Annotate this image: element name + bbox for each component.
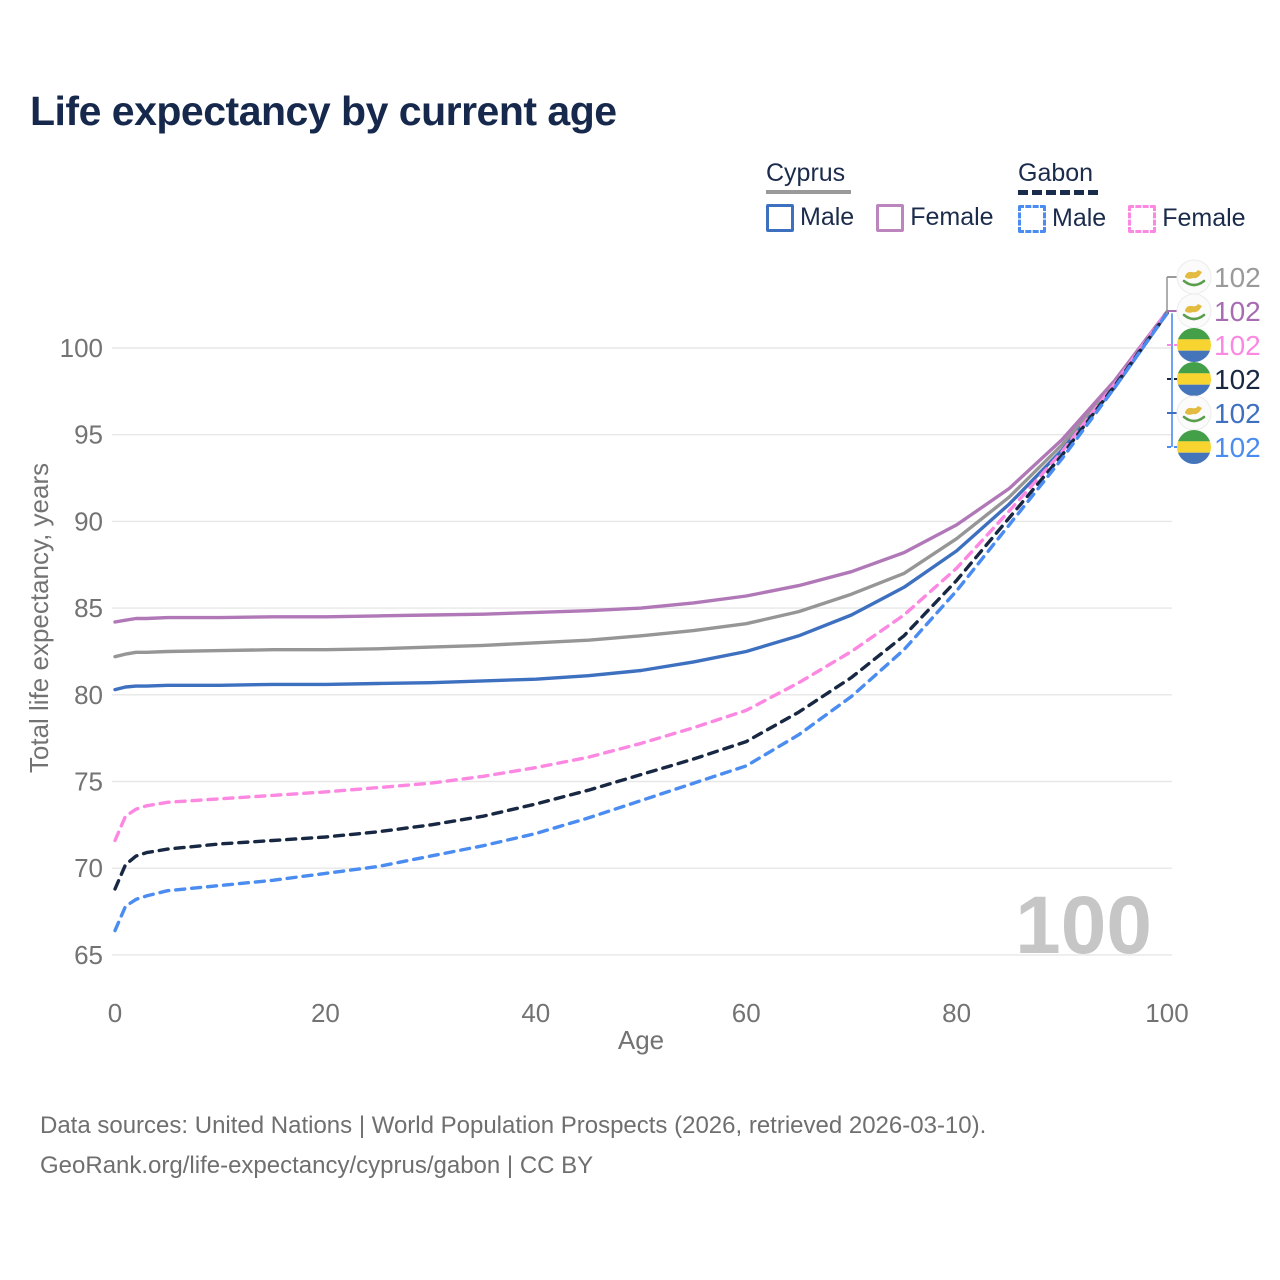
cyprus-female-swatch-icon bbox=[876, 203, 905, 232]
y-tick-80: 80 bbox=[74, 680, 103, 710]
y-tick-90: 90 bbox=[74, 506, 103, 536]
cyprus-flag-branches bbox=[1182, 279, 1206, 287]
x-tick-100: 100 bbox=[1145, 998, 1188, 1028]
end-value-gabon-all: 102 bbox=[1214, 364, 1261, 395]
legend-item-cyprus-female[interactable]: Female bbox=[876, 203, 994, 232]
data-sources-note: Data sources: United Nations | World Pop… bbox=[40, 1112, 987, 1139]
cyprus-flag-island bbox=[1185, 406, 1202, 415]
cyprus-flag-branches bbox=[1182, 415, 1206, 423]
y-tick-95: 95 bbox=[74, 420, 103, 450]
legend-group-cyprus: Cyprus Male Female bbox=[766, 160, 994, 232]
y-tick-70: 70 bbox=[74, 853, 103, 883]
legend-label-cyprus-male: Male bbox=[800, 203, 855, 231]
cyprus-flag-branches bbox=[1182, 313, 1206, 321]
gabon-flag-icon bbox=[1177, 328, 1211, 362]
gabon-dashed-line-swatch bbox=[1018, 190, 1098, 195]
series-line-cyprus-male bbox=[113, 311, 1169, 692]
cyprus-flag-island bbox=[1185, 304, 1202, 313]
legend-label-gabon-male: Male bbox=[1052, 204, 1107, 232]
legend-country-cyprus: Cyprus bbox=[766, 159, 846, 187]
cyprus-flag-island bbox=[1185, 270, 1202, 279]
y-axis-title: Total life expectancy, years bbox=[24, 463, 54, 773]
x-tick-20: 20 bbox=[311, 998, 340, 1028]
legend-label-gabon-female: Female bbox=[1162, 204, 1246, 232]
series-line-gabon-male bbox=[113, 311, 1169, 933]
legend-label-cyprus-female: Female bbox=[910, 203, 994, 231]
x-tick-40: 40 bbox=[521, 998, 550, 1028]
series-line-cyprus-all bbox=[113, 310, 1169, 659]
cyprus-male-swatch-icon bbox=[766, 203, 794, 232]
legend-item-gabon-male[interactable]: Male bbox=[1018, 204, 1106, 233]
x-tick-0: 0 bbox=[108, 998, 122, 1028]
gabon-female-swatch-icon bbox=[1128, 204, 1157, 233]
y-tick-65: 65 bbox=[74, 940, 103, 970]
gabon-flag-icon bbox=[1177, 430, 1211, 464]
end-value-cyprus-all: 102 bbox=[1214, 262, 1261, 293]
x-axis-title: Age bbox=[618, 1025, 664, 1055]
age-watermark: 100 bbox=[1015, 880, 1152, 971]
legend-item-cyprus-male[interactable]: Male bbox=[766, 203, 854, 232]
gabon-flag-icon bbox=[1177, 362, 1211, 396]
chart-footer: Data sources: United Nations | World Pop… bbox=[40, 1106, 986, 1186]
legend-group-gabon: Gabon Male Female bbox=[1018, 160, 1246, 233]
end-value-cyprus-male: 102 bbox=[1214, 398, 1261, 429]
legend-item-gabon-female[interactable]: Female bbox=[1128, 204, 1246, 233]
gabon-male-swatch-icon bbox=[1018, 204, 1046, 233]
y-tick-85: 85 bbox=[74, 593, 103, 623]
end-value-gabon-male: 102 bbox=[1214, 432, 1261, 463]
series-line-cyprus-female bbox=[113, 309, 1169, 624]
end-value-cyprus-female: 102 bbox=[1214, 296, 1261, 327]
page-title: Life expectancy by current age bbox=[30, 88, 617, 134]
attribution-note: GeoRank.org/life-expectancy/cyprus/gabon… bbox=[40, 1152, 594, 1179]
x-tick-80: 80 bbox=[942, 998, 971, 1028]
y-tick-100: 100 bbox=[60, 333, 103, 363]
y-tick-75: 75 bbox=[74, 767, 103, 797]
cyprus-solid-line-swatch bbox=[766, 190, 851, 194]
series-line-gabon-all bbox=[113, 311, 1169, 891]
legend-country-gabon: Gabon bbox=[1018, 159, 1094, 187]
x-tick-60: 60 bbox=[732, 998, 761, 1028]
end-value-gabon-female: 102 bbox=[1214, 330, 1261, 361]
series-line-gabon-female bbox=[113, 309, 1169, 843]
